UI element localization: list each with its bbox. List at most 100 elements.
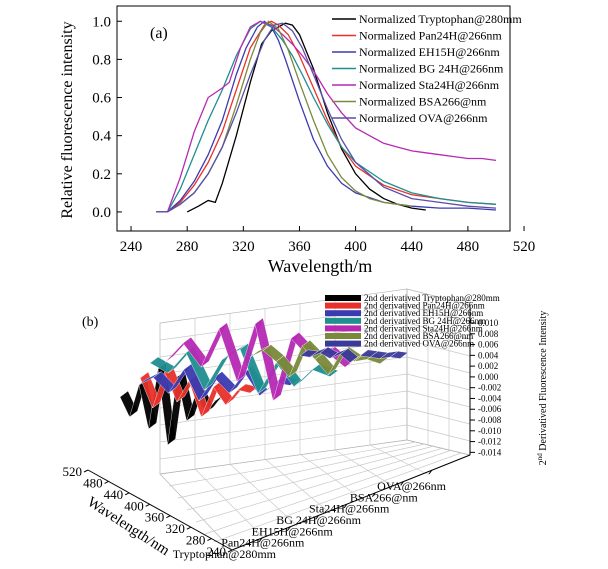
panel-b-legend-swatch: [325, 302, 361, 309]
panel-a-legend-label: Normalized OVA@266nm: [359, 111, 488, 125]
panel-b-z-tick-label: 0.004: [478, 350, 499, 360]
panel-b-sample-tick-label: Pan24H@266nm: [221, 536, 305, 550]
panel-b-label: (b): [82, 315, 99, 330]
panel-b-wavelength-tick: [124, 492, 130, 496]
panel-b-wavelength-tick: [186, 526, 192, 530]
panel-b-wavelength-tick: [227, 549, 233, 553]
panel-b-z-tick-label: -0.006: [478, 404, 502, 414]
panel-b-z-tick-label: 0.008: [478, 329, 499, 339]
panel-b-wavelength-tick-label: 400: [124, 498, 144, 513]
panel-a-legend-label: Normalized BG 24H@266nm: [359, 62, 504, 76]
panel-a-axis-ticks: 240 280 320 360 400 440 480 520 0.0 0.2 0.4 0.6 0.8 1…: [92, 14, 535, 255]
panel-b-sample-tick-label: Tryptophan@280mm: [173, 547, 277, 561]
panel-b-legend-swatch: [325, 333, 361, 339]
panel-b-z-ticks: 0.0100.0080.0060.0040.0020.000-0.002-0.0…: [470, 318, 502, 457]
panel-b-legend-swatch: [325, 317, 361, 324]
panel-a-x-tick-label: 240: [120, 239, 143, 255]
panel-b-wavelength-tick-label: 360: [145, 510, 165, 525]
panel-b-sample-tick-label: OVA@266nm: [377, 479, 447, 493]
panel-b-z-tick-label: -0.004: [478, 393, 502, 403]
panel-b-z-tick-label: 0.010: [478, 318, 499, 328]
panel-a-y-tick-label: 1.0: [92, 14, 111, 30]
panel-a-legend: Normalized Tryptophan@280mm Normalized Pa…: [332, 12, 522, 125]
panel-b-sample-tick: [286, 526, 291, 531]
panel-b-z-tick-label: -0.008: [478, 415, 502, 425]
panel-a-legend-label: Normalized EH15H@266nm: [359, 45, 500, 59]
panel-a-y-tick-label: 0.2: [92, 167, 111, 183]
panel-a-series-line: [156, 20, 497, 213]
panel-a-x-tick-label: 440: [401, 239, 424, 255]
panel-b-ribbon: [299, 346, 409, 364]
panel-b-legend-label: 2nd derivatived Tryptophan@280mm: [364, 293, 500, 303]
panel-b-legend-swatch: [325, 340, 361, 347]
panel-b-z-axis-label: 2nd Derivatived Fluorescence Intensity: [536, 311, 549, 465]
panel-b-z-tick-label: -0.010: [478, 426, 502, 436]
panel-b-z-tick-label: 0.000: [478, 372, 499, 382]
panel-a-line-chart: (a) 240 280 320 360 400 440 480 520 0.0 0.2 0.4 0.6…: [59, 5, 535, 276]
panel-a-y-tick-label: 0.0: [92, 205, 111, 221]
panel-b-legend-swatch: [325, 325, 361, 332]
panel-b-sample-tick: [315, 515, 320, 520]
panel-b-z-tick-label: -0.012: [478, 437, 501, 447]
panel-b-sample-tick: [258, 537, 263, 543]
panel-b-z-tick-label: -0.002: [478, 383, 501, 393]
panel-a-y-axis-label: Relative fluorescence intensity: [59, 21, 76, 218]
panel-a-y-tick-label: 0.8: [92, 52, 111, 68]
panel-b-legend-label: 2nd derivatived BG 24H@266nm: [364, 316, 486, 326]
panel-a-legend-label: Normalized BSA266@nm: [359, 95, 487, 109]
panel-b-wavelength-tick-label: 480: [83, 475, 103, 490]
panel-b-legend-swatch: [325, 295, 361, 301]
panel-b-ribbon-facet: [389, 350, 409, 359]
panel-b-sample-tick: [400, 481, 405, 486]
panel-b-wavelength-tick-label: 240: [207, 544, 227, 559]
panel-a-x-tick-label: 280: [176, 239, 199, 255]
panel-b-wavelength-tick: [207, 538, 212, 542]
panel-b-legend-swatch: [325, 310, 361, 317]
panel-a-series-line: [186, 22, 426, 213]
panel-b-3d-waterfall-chart: (b): [63, 288, 549, 561]
panel-b-z-tick-label: 0.002: [478, 361, 498, 371]
panel-a-y-tick-label: 0.4: [92, 129, 111, 145]
panel-b-legend-label: 2nd derivatived OVA@266nm: [364, 339, 474, 349]
panel-b-sample-tick-label: BG 24H@266nm: [276, 513, 361, 527]
panel-b-z-tick-label: -0.014: [478, 447, 502, 457]
panel-b-wavelength-tick: [166, 515, 171, 519]
panel-a-legend-label: Normalized Sta24H@266nm: [359, 78, 500, 92]
panel-a-x-tick-label: 400: [344, 239, 367, 255]
panel-a-x-tick-label: 480: [457, 239, 480, 255]
panel-a-series-line: [156, 22, 497, 213]
panel-b-wavelength-tick: [83, 469, 89, 473]
panel-b-sample-tick-label: BSA266@nm: [350, 490, 418, 504]
panel-b-sample-ticks: Tryptophan@280mmPan24H@266nmEH15H@266nmB…: [173, 469, 447, 561]
panel-b-wavelength-tick: [104, 480, 109, 484]
panel-a-x-tick-label: 520: [513, 239, 536, 255]
panel-b-sample-tick-label: Sta24H@266nm: [309, 502, 390, 516]
panel-b-sample-tick-label: EH15H@266nm: [252, 524, 334, 538]
panel-b-sample-tick: [343, 503, 348, 509]
panel-a-legend-label: Normalized Tryptophan@280mm: [359, 12, 522, 26]
panel-b-sample-tick: [371, 492, 376, 497]
panel-a-label: (a): [150, 25, 168, 42]
panel-b-axes: [87, 305, 471, 551]
panel-b-sample-tick: [428, 469, 433, 475]
panel-a-x-tick-label: 360: [288, 239, 311, 255]
panel-b-wavelength-tick-label: 280: [186, 533, 206, 548]
panel-a-x-axis-label: Wavelength/m: [268, 256, 373, 276]
panel-b-wavelength-tick: [145, 503, 150, 507]
panel-b-ribbons: [119, 317, 409, 446]
panel-b-wavelength-tick-label: 440: [104, 487, 124, 502]
panel-b-legend-label: 2nd derivatived Sta24H@266nm: [364, 323, 483, 333]
panel-b-wavelength-tick-label: 320: [165, 521, 185, 536]
panel-a-x-tick-label: 320: [232, 239, 255, 255]
panel-a-plot-frame: [116, 5, 511, 232]
panel-b-legend-label: 2nd derivatived BSA266@nm: [364, 331, 473, 341]
panel-b-wavelength-tick-label: 520: [63, 464, 83, 479]
panel-b-legend-label: 2nd derivatived Pan24H@266nm: [364, 301, 485, 311]
panel-b-z-tick-label: 0.006: [478, 340, 499, 350]
panel-a-series-lines: [156, 20, 497, 213]
panel-a-y-tick-label: 0.6: [92, 91, 111, 107]
panel-a-legend-label: Normalized Pan24H@266nm: [359, 29, 502, 43]
